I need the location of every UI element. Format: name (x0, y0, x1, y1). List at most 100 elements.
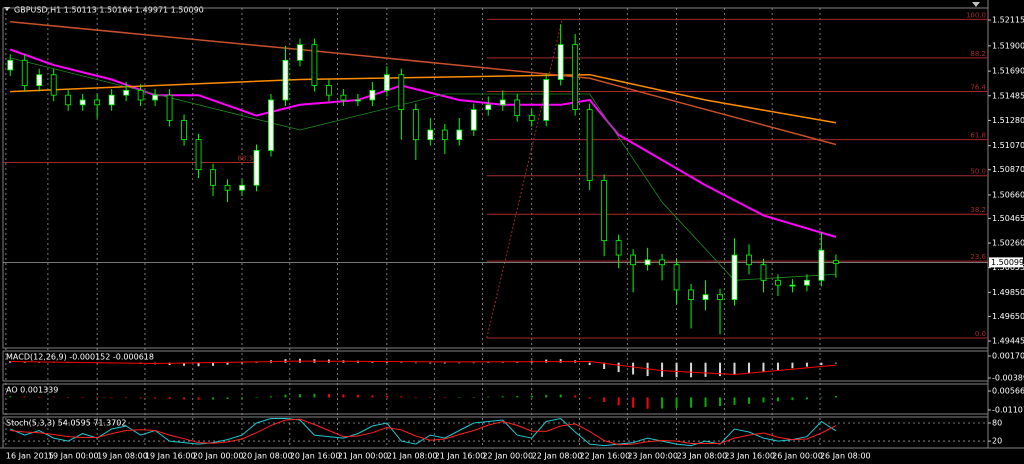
x-tick-label: 23 Jan 08:00 (677, 452, 728, 461)
y-tick-label: 1.50055 (992, 263, 1024, 272)
price-box (989, 257, 1023, 268)
macd-bar (197, 362, 200, 367)
candle-body (326, 85, 332, 96)
ao-bar (632, 397, 635, 408)
ao-bar (747, 397, 750, 404)
candle-body (557, 44, 564, 80)
ao-bar (255, 397, 258, 398)
macd-bar (559, 359, 562, 363)
ao-bar (96, 397, 99, 398)
ao-bar (125, 397, 128, 399)
candle-body (311, 44, 318, 86)
x-tick-label: 19 Jan 00:00 (48, 452, 99, 461)
ao-bar (298, 394, 301, 398)
candle-body (427, 129, 434, 141)
macd-bar (646, 362, 649, 377)
ao-bar (603, 397, 606, 402)
macd-bar (733, 362, 736, 375)
ao-bar (414, 396, 417, 398)
x-tick-label: 22 Jan 08:00 (532, 452, 583, 461)
candle-body (630, 254, 637, 266)
y-tick-label: 1.49445 (992, 337, 1024, 346)
ao-bar (443, 397, 446, 398)
ao-bar (429, 397, 432, 398)
ao-bar (487, 396, 490, 398)
x-tick-label: 26 Jan 00:00 (772, 452, 823, 461)
ao-bar (212, 397, 215, 400)
chart-title: GBPUSD,H1 1.50113 1.50164 1.49971 1.5009… (14, 6, 204, 15)
candle-body (688, 289, 694, 300)
candle-body (470, 109, 477, 131)
candle-body (195, 139, 202, 171)
macd-bar (168, 362, 171, 366)
candle-body (615, 240, 622, 256)
x-tick-label: 20 Jan 08:00 (242, 452, 293, 461)
candle-body (383, 74, 390, 91)
ao-bar (762, 397, 765, 403)
candle-body (94, 99, 101, 106)
candle-body (7, 59, 14, 71)
ao-bar (183, 397, 186, 400)
candle-body (731, 254, 738, 300)
candle-body (65, 94, 72, 106)
ao-bar (67, 397, 70, 398)
x-tick-label: 19 Jan 08:00 (97, 452, 148, 461)
ao-bar (313, 393, 316, 398)
macd-bar (820, 362, 823, 366)
ao-bar (776, 397, 779, 402)
ao-bar (458, 397, 461, 398)
indicator-title: Stoch(5,3,3) 54.0595 71.3702 (6, 419, 126, 428)
macd-bar (429, 362, 432, 364)
candle-body (586, 109, 593, 181)
y-tick-label: 1.50260 (992, 239, 1024, 248)
ao-bar (9, 396, 12, 398)
ao-bar (719, 397, 722, 407)
fib-label: 100.0 (966, 11, 986, 19)
macd-bar (501, 361, 504, 363)
x-tick-label: 21 Jan 00:00 (338, 452, 389, 461)
macd-bar (805, 362, 808, 367)
candle-body (528, 115, 535, 121)
macd-bar (472, 362, 475, 364)
macd-bar (617, 362, 620, 373)
y-tick-label: 0.001702 (992, 351, 1024, 360)
fib-label: 88.3 (237, 154, 253, 162)
ao-bar (617, 397, 620, 406)
macd-bar (603, 362, 606, 369)
candle-body (340, 94, 347, 101)
macd-bar (458, 362, 461, 364)
macd-bar (632, 362, 635, 375)
ao-bar (690, 397, 693, 408)
candle-body (456, 129, 463, 141)
candle-body (499, 99, 506, 106)
ao-bar (574, 395, 577, 398)
macd-bar (762, 362, 765, 372)
ao-bar (646, 397, 649, 409)
candle-body (659, 259, 665, 266)
fib-label: 88.2 (970, 50, 986, 58)
macd-bar (183, 362, 186, 366)
ao-bar (733, 397, 736, 405)
fib-label: 38.2 (970, 206, 986, 214)
macd-bar (226, 362, 229, 365)
macd-bar (704, 362, 707, 377)
candle-body (21, 59, 28, 86)
candle-body (818, 249, 825, 281)
fib-trend-line (486, 19, 563, 339)
stoch-line (10, 418, 837, 446)
x-tick-label: 23 Jan 00:00 (627, 452, 678, 461)
candle-body (369, 89, 376, 101)
y-tick-label: 1.50870 (992, 165, 1024, 174)
x-tick-label: 16 Jan 2015 (6, 452, 54, 461)
candle-body (543, 79, 550, 121)
candle-body (775, 279, 781, 286)
macd-bar (675, 362, 678, 378)
candle-body (601, 180, 608, 242)
macd-bar (776, 362, 779, 371)
ao-bar (530, 395, 533, 398)
ao-bar (168, 397, 171, 400)
candle-body (485, 104, 492, 110)
